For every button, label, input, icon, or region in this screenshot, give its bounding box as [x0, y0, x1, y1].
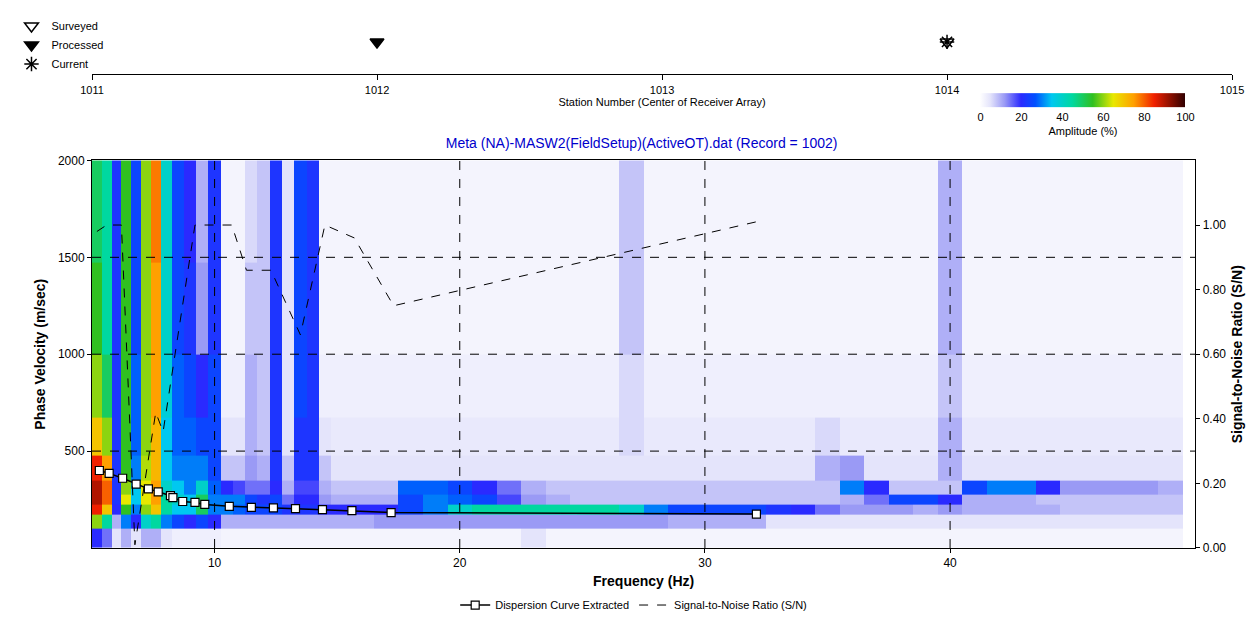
svg-text:500: 500 — [65, 444, 85, 458]
svg-text:0.60: 0.60 — [1203, 347, 1227, 361]
svg-text:1014: 1014 — [935, 84, 959, 96]
svg-text:Amplitude (%): Amplitude (%) — [1048, 125, 1117, 137]
svg-text:60: 60 — [1097, 111, 1109, 123]
svg-text:Signal-to-Noise Ratio (S/N): Signal-to-Noise Ratio (S/N) — [1229, 265, 1245, 443]
svg-text:0.20: 0.20 — [1203, 477, 1227, 491]
svg-text:1013: 1013 — [650, 84, 674, 96]
svg-text:1.00: 1.00 — [1203, 218, 1227, 232]
svg-text:0: 0 — [977, 111, 983, 123]
svg-text:0.40: 0.40 — [1203, 412, 1227, 426]
svg-text:Meta (NA)-MASW2(FieldSetup)(Ac: Meta (NA)-MASW2(FieldSetup)(ActiveOT).da… — [446, 135, 838, 151]
svg-text:1000: 1000 — [58, 347, 85, 361]
svg-text:100: 100 — [1176, 111, 1194, 123]
svg-text:0.00: 0.00 — [1203, 541, 1227, 555]
svg-text:20: 20 — [453, 556, 467, 570]
svg-text:20: 20 — [1015, 111, 1027, 123]
svg-text:Dispersion Curve Extracted: Dispersion Curve Extracted — [495, 599, 629, 611]
svg-text:2000: 2000 — [58, 154, 85, 168]
svg-text:0.80: 0.80 — [1203, 283, 1227, 297]
svg-text:10: 10 — [208, 556, 222, 570]
svg-text:Station Number (Center of Rece: Station Number (Center of Receiver Array… — [558, 96, 765, 108]
svg-text:40: 40 — [943, 556, 957, 570]
svg-text:1012: 1012 — [365, 84, 389, 96]
svg-text:Frequency (Hz): Frequency (Hz) — [593, 573, 694, 589]
svg-text:Signal-to-Noise Ratio (S/N): Signal-to-Noise Ratio (S/N) — [674, 599, 807, 611]
svg-text:Processed: Processed — [51, 39, 103, 51]
svg-text:Current: Current — [51, 58, 88, 70]
svg-text:80: 80 — [1138, 111, 1150, 123]
svg-text:1011: 1011 — [80, 84, 104, 96]
svg-text:30: 30 — [698, 556, 712, 570]
svg-text:Phase Velocity (m/sec): Phase Velocity (m/sec) — [32, 279, 48, 430]
svg-text:40: 40 — [1056, 111, 1068, 123]
svg-text:Surveyed: Surveyed — [51, 20, 97, 32]
svg-text:1015: 1015 — [1220, 84, 1244, 96]
svg-text:1500: 1500 — [58, 251, 85, 265]
